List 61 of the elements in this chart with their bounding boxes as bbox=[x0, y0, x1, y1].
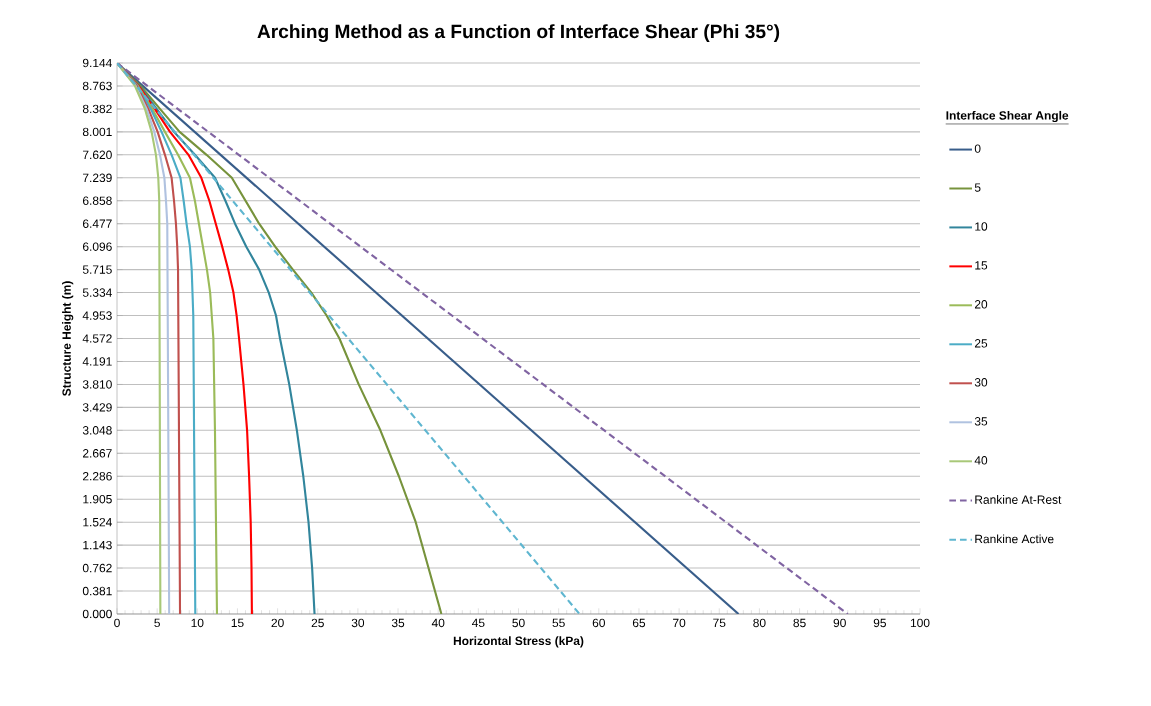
y-tick-label: 5.715 bbox=[82, 265, 112, 274]
x-tick-label: 80 bbox=[753, 618, 766, 628]
y-tick-label: 1.143 bbox=[83, 540, 112, 550]
y-tick-label: 6.096 bbox=[82, 242, 112, 251]
legend-label: 25 bbox=[974, 339, 988, 348]
x-tick-label: 50 bbox=[512, 618, 525, 628]
y-tick-label: 8.001 bbox=[82, 127, 112, 137]
x-tick-label: 100 bbox=[910, 618, 930, 628]
x-tick-label: 75 bbox=[713, 618, 726, 628]
x-tick-label: 10 bbox=[191, 618, 204, 628]
x-tick-label: 35 bbox=[391, 618, 405, 628]
y-tick-label: 9.144 bbox=[82, 58, 112, 68]
x-tick-label: 55 bbox=[552, 618, 565, 628]
y-tick-label: 8.763 bbox=[82, 81, 112, 91]
x-tick-label: 60 bbox=[592, 618, 605, 628]
x-tick-label: 40 bbox=[431, 618, 445, 628]
y-tick-label: 4.191 bbox=[82, 357, 112, 366]
legend-label: 35 bbox=[974, 417, 988, 426]
y-tick-label: 2.286 bbox=[82, 472, 112, 481]
x-tick-label: 5 bbox=[154, 618, 160, 628]
legend-label: 5 bbox=[974, 183, 981, 192]
y-tick-label: 0.762 bbox=[82, 563, 112, 573]
y-tick-label: 5.334 bbox=[82, 288, 112, 297]
legend-label: 0 bbox=[974, 144, 981, 153]
y-tick-label: 3.429 bbox=[82, 403, 112, 412]
y-tick-label: 7.239 bbox=[82, 173, 112, 183]
y-tick-label: 4.572 bbox=[82, 334, 112, 343]
y-tick-label: 6.858 bbox=[82, 196, 112, 205]
legend-label: 40 bbox=[974, 456, 988, 465]
x-tick-label: 20 bbox=[271, 618, 284, 628]
x-tick-label: 95 bbox=[873, 618, 886, 628]
y-tick-label: 3.048 bbox=[82, 426, 112, 435]
legend-label: Rankine At-Rest bbox=[975, 495, 1062, 504]
legend-label: 15 bbox=[975, 261, 988, 270]
x-tick-label: 0 bbox=[114, 618, 120, 628]
y-tick-label: 2.667 bbox=[82, 449, 112, 458]
x-tick-label: 85 bbox=[793, 618, 806, 628]
x-tick-label: 25 bbox=[311, 618, 324, 628]
legend-label: 20 bbox=[974, 300, 988, 309]
y-tick-label: 7.620 bbox=[82, 150, 112, 160]
x-tick-label: 15 bbox=[231, 618, 244, 628]
legend-title: Interface Shear Angle bbox=[946, 110, 1069, 123]
legend-label: Rankine Active bbox=[975, 534, 1054, 544]
x-tick-label: 65 bbox=[632, 618, 646, 628]
y-tick-label: 3.810 bbox=[82, 380, 112, 389]
y-axis-title: Structure Height (m) bbox=[62, 281, 74, 396]
legend-label: 10 bbox=[975, 222, 988, 231]
y-tick-label: 1.905 bbox=[83, 494, 112, 504]
y-tick-label: 0.000 bbox=[82, 609, 112, 619]
y-tick-label: 6.477 bbox=[82, 219, 112, 228]
y-tick-label: 1.524 bbox=[83, 517, 112, 527]
x-tick-label: 45 bbox=[471, 618, 485, 628]
y-tick-label: 0.381 bbox=[82, 586, 112, 596]
x-axis-title: Horizontal Stress (kPa) bbox=[453, 636, 584, 648]
x-tick-label: 70 bbox=[673, 618, 686, 628]
x-tick-label: 90 bbox=[833, 618, 846, 628]
y-tick-label: 8.382 bbox=[82, 104, 112, 114]
x-tick-label: 30 bbox=[351, 618, 365, 628]
chart-title: Arching Method as a Function of Interface Shear (Phi 35°) bbox=[257, 24, 780, 43]
y-tick-label: 4.953 bbox=[82, 311, 112, 320]
legend-label: 30 bbox=[974, 378, 988, 387]
